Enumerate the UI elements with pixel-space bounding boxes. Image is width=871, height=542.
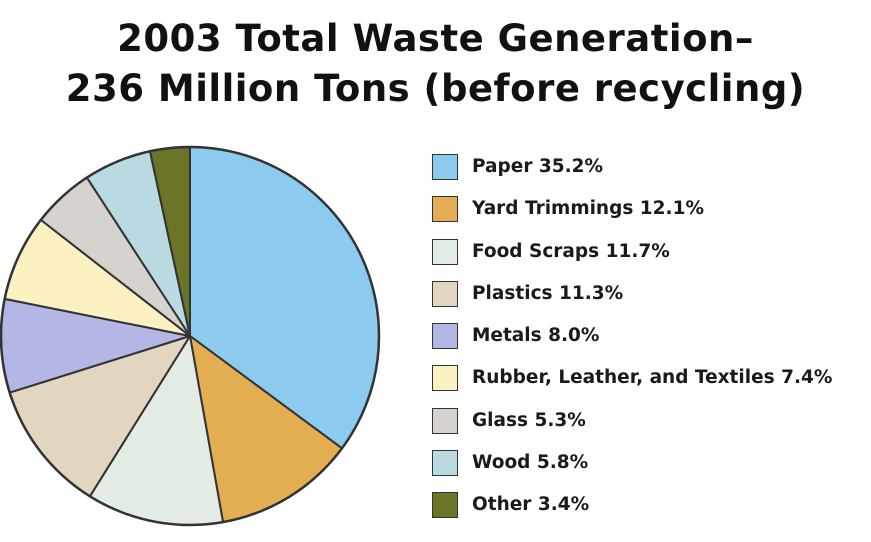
legend-swatch <box>432 407 458 434</box>
legend-item: Wood 5.8% <box>432 450 832 492</box>
legend-swatch <box>432 492 458 519</box>
legend-item: Metals 8.0% <box>432 323 832 365</box>
chart-legend: Paper 35.2% Yard Trimmings 12.1% Food Scra… <box>432 154 832 535</box>
legend-swatch <box>432 154 458 180</box>
legend-swatch <box>432 450 458 477</box>
legend-item: Rubber, Leather, and Textiles 7.4% <box>432 365 832 407</box>
legend-item: Other 3.4% <box>432 492 832 534</box>
legend-item: Yard Trimmings 12.1% <box>432 196 832 238</box>
legend-label: Glass 5.3% <box>472 409 586 431</box>
legend-label: Wood 5.8% <box>472 452 589 474</box>
legend-label: Paper 35.2% <box>472 156 604 177</box>
legend-label: Other 3.4% <box>472 494 590 516</box>
pie-chart <box>0 145 381 527</box>
legend-swatch <box>432 280 458 307</box>
pie-outline <box>0 145 381 527</box>
legend-item: Glass 5.3% <box>432 407 832 450</box>
chart-title-line-2: 236 Million Tons (before recycling) <box>65 67 806 110</box>
legend-swatch <box>432 196 458 223</box>
legend-label: Metals 8.0% <box>472 325 600 347</box>
chart-title: 2003 Total Waste Generation– 236 Million… <box>0 14 871 114</box>
legend-item: Plastics 11.3% <box>432 280 832 323</box>
legend-label: Yard Trimmings 12.1% <box>472 198 704 220</box>
chart-title-line-1: 2003 Total Waste Generation– <box>117 17 754 60</box>
legend-item: Food Scraps 11.7% <box>432 238 832 281</box>
legend-swatch <box>432 365 458 392</box>
legend-label: Rubber, Leather, and Textiles 7.4% <box>472 367 833 389</box>
legend-swatch <box>432 323 458 350</box>
legend-swatch <box>432 238 458 265</box>
legend-label: Plastics 11.3% <box>472 282 624 304</box>
legend-item: Paper 35.2% <box>432 154 832 196</box>
legend-label: Food Scraps 11.7% <box>472 240 670 262</box>
